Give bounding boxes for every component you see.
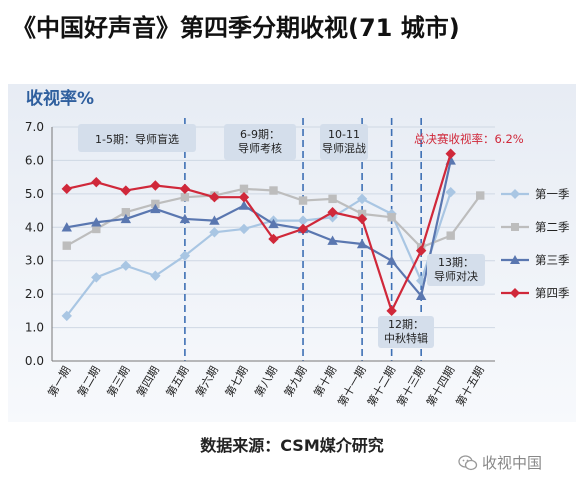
data-point bbox=[150, 270, 161, 281]
data-point bbox=[268, 233, 279, 245]
data-point bbox=[327, 207, 338, 218]
phase-label: 10-11 导师混战 bbox=[322, 128, 366, 155]
data-point bbox=[268, 218, 279, 229]
data-point bbox=[269, 186, 278, 195]
legend-marker bbox=[510, 288, 520, 298]
data-point bbox=[328, 194, 337, 204]
legend-marker bbox=[511, 223, 519, 231]
data-point bbox=[61, 222, 72, 232]
legend-label: 第一季 bbox=[535, 187, 570, 201]
data-point bbox=[238, 223, 250, 235]
data-point bbox=[386, 255, 397, 265]
y-tick-label: 1.0 bbox=[25, 321, 44, 335]
y-axis-label: 收视率% bbox=[26, 88, 94, 109]
data-point bbox=[120, 185, 132, 196]
data-point bbox=[61, 310, 72, 322]
data-point bbox=[298, 196, 308, 205]
annotation-box-ep12 bbox=[378, 316, 434, 348]
wechat-icon bbox=[458, 455, 478, 471]
data-point bbox=[179, 250, 191, 261]
data-point bbox=[92, 224, 101, 234]
legend-label: 第三季 bbox=[535, 253, 570, 267]
page-title: 《中国好声音》第四季分期收视(71 城市) bbox=[12, 14, 460, 42]
data-point bbox=[150, 180, 161, 191]
y-tick-label: 6.0 bbox=[25, 153, 44, 167]
data-point bbox=[121, 208, 131, 217]
annotation-box-ep13 bbox=[427, 254, 485, 286]
data-point bbox=[120, 260, 132, 271]
legend-label: 第二季 bbox=[535, 220, 570, 234]
phase-label-box bbox=[320, 124, 368, 160]
y-tick-label: 4.0 bbox=[25, 220, 44, 234]
data-point bbox=[62, 241, 71, 250]
data-point bbox=[356, 213, 368, 225]
data-point bbox=[445, 186, 456, 198]
ep13-annotation: 13期：导师对决 bbox=[434, 256, 478, 283]
data-point bbox=[238, 200, 250, 210]
series-line bbox=[65, 191, 452, 317]
phase-label: 6-9期：导师考核 bbox=[238, 128, 282, 155]
data-point bbox=[91, 217, 102, 227]
labels-layer: 收视率% 1-5期：导师盲选 6-9期：导师考核 10-11 导师混战 总决赛收视率：6.… bbox=[26, 88, 524, 348]
phase-label: 1-5期：导师盲选 bbox=[95, 132, 179, 146]
data-point bbox=[179, 213, 191, 224]
legend-label: 第四季 bbox=[535, 286, 570, 300]
series-layer bbox=[61, 148, 485, 322]
legend-marker bbox=[510, 255, 520, 264]
data-point bbox=[179, 183, 191, 195]
data-source: 数据来源：CSM媒介研究 bbox=[200, 436, 384, 455]
phase-label-box bbox=[78, 124, 196, 152]
y-tick-label: 3.0 bbox=[25, 254, 44, 268]
data-point bbox=[327, 235, 338, 245]
data-point bbox=[150, 203, 161, 214]
data-point bbox=[91, 272, 102, 283]
data-point bbox=[415, 245, 427, 256]
data-point bbox=[387, 213, 396, 222]
y-tick-label: 5.0 bbox=[25, 187, 44, 201]
series-line bbox=[66, 153, 452, 312]
data-point bbox=[446, 231, 455, 240]
legend-marker bbox=[510, 189, 520, 199]
y-tick-label: 7.0 bbox=[25, 120, 44, 134]
data-point bbox=[209, 192, 220, 203]
data-point bbox=[445, 148, 456, 159]
data-point bbox=[297, 215, 309, 226]
phase-label-box bbox=[224, 124, 296, 160]
y-tick-label: 0.0 bbox=[25, 354, 44, 368]
data-point bbox=[61, 183, 72, 195]
ep12-annotation: 12期：中秋特辑 bbox=[384, 318, 428, 345]
data-point bbox=[209, 215, 220, 225]
data-point bbox=[238, 192, 250, 203]
watermark-text: 收视中国 bbox=[482, 454, 543, 472]
data-point bbox=[476, 191, 485, 200]
data-point bbox=[297, 223, 309, 235]
data-point bbox=[386, 305, 397, 317]
final-annotation: 总决赛收视率：6.2% bbox=[414, 132, 524, 146]
data-point bbox=[91, 176, 102, 188]
data-point bbox=[356, 193, 368, 205]
y-tick-label: 2.0 bbox=[25, 287, 44, 301]
data-point bbox=[120, 213, 132, 224]
data-point bbox=[415, 290, 427, 301]
data-point bbox=[356, 238, 368, 249]
data-point bbox=[180, 193, 190, 202]
data-point bbox=[209, 227, 220, 238]
watermark: 收视中国 bbox=[458, 452, 542, 473]
series-line bbox=[66, 160, 452, 297]
data-point bbox=[239, 184, 249, 194]
